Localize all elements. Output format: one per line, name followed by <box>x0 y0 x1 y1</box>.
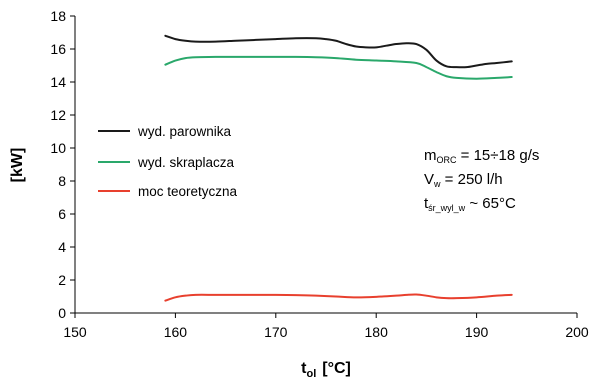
series-line-2 <box>164 55 513 80</box>
annotation-mass-flow: mORC = 15÷18 g/s <box>424 147 539 165</box>
series-line-3 <box>164 293 513 302</box>
series-group <box>164 34 513 302</box>
y-tick-label: 12 <box>50 107 66 123</box>
x-tick-label: 200 <box>565 324 589 340</box>
y-tick-label: 2 <box>58 272 66 288</box>
x-tick-label: 190 <box>465 324 489 340</box>
annotation-temperature-sub: śr_wyl_w <box>428 203 466 213</box>
x-axis-ticks: 150 160 170 180 190 200 <box>63 313 589 340</box>
y-tick-label: 14 <box>50 74 66 90</box>
y-tick-label: 10 <box>50 140 66 156</box>
x-tick-label: 150 <box>63 324 87 340</box>
x-tick-label: 170 <box>264 324 288 340</box>
annotations: mORC = 15÷18 g/s Vw = 250 l/h tśr_wyl_w … <box>424 147 539 213</box>
legend-label: moc teoretyczna <box>138 184 238 199</box>
x-axis-label: tol [°C] <box>301 360 351 380</box>
annotation-volume-flow-main: V <box>424 171 434 188</box>
y-tick-label: 18 <box>50 8 66 24</box>
x-axis-label-main: t <box>301 360 307 377</box>
y-tick-label: 8 <box>58 173 66 189</box>
y-tick-label: 0 <box>58 305 66 321</box>
y-axis-ticks: 0 2 4 6 8 10 12 14 16 18 <box>50 8 75 321</box>
annotation-temperature-rest: ~ 65°C <box>465 195 516 212</box>
y-axis-label: [kW] <box>9 148 26 183</box>
x-tick-label: 180 <box>365 324 389 340</box>
legend: wyd. parownika wyd. skraplacza moc teorety… <box>98 124 238 199</box>
annotation-volume-flow-sub: w <box>433 179 441 189</box>
x-tick-label: 160 <box>164 324 188 340</box>
annotation-temperature-main: t <box>424 195 429 212</box>
legend-label: wyd. parownika <box>137 124 232 139</box>
annotation-volume-flow-rest: = 250 l/h <box>441 171 503 188</box>
x-axis-label-sub: ol <box>306 368 316 380</box>
x-axis-label-unit: [°C] <box>322 360 351 377</box>
y-tick-label: 16 <box>50 41 66 57</box>
annotation-mass-flow-main: m <box>424 147 437 164</box>
annotation-volume-flow: Vw = 250 l/h <box>424 171 503 189</box>
series-line-1 <box>164 34 513 69</box>
annotation-mass-flow-rest: = 15÷18 g/s <box>457 147 540 164</box>
y-tick-label: 6 <box>58 206 66 222</box>
legend-label: wyd. skraplacza <box>137 155 235 170</box>
y-tick-label: 4 <box>58 239 66 255</box>
annotation-temperature: tśr_wyl_w ~ 65°C <box>424 195 516 213</box>
annotation-mass-flow-sub: ORC <box>437 155 458 165</box>
